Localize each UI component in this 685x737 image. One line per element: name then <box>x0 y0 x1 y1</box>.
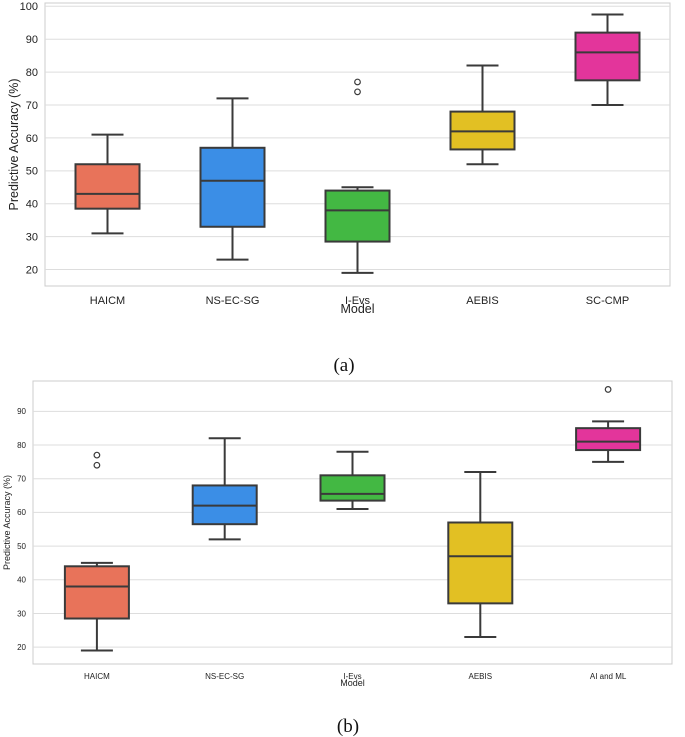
x-axis-label-a: Model <box>340 302 374 316</box>
y-tick-label: 80 <box>17 441 26 450</box>
outlier-point <box>354 88 361 96</box>
x-tick-label: SC-CMP <box>586 295 629 307</box>
ticks-a: 20 30 40 50 60 70 80 90 100 HAICM NS-EC-SG I-Evs AEB… <box>20 1 630 307</box>
box-sc-cmp <box>574 13 641 107</box>
y-tick-label: 90 <box>26 34 38 46</box>
box-body <box>319 474 386 502</box>
x-axis-label-b: Model <box>340 678 365 688</box>
outlier-point <box>604 386 612 393</box>
x-tick-label: HAICM <box>84 672 110 681</box>
box-body <box>575 427 642 452</box>
box-body <box>199 146 266 228</box>
caption-b: (b) <box>337 716 359 737</box>
plot-area-b <box>32 380 673 665</box>
x-tick-label: AEBIS <box>466 295 498 307</box>
y-tick-label: 90 <box>17 407 26 416</box>
box-body <box>447 521 514 605</box>
y-tick-label: 30 <box>26 231 38 243</box>
y-tick-label: 80 <box>26 67 38 79</box>
y-tick-label: 60 <box>26 133 38 145</box>
y-tick-label: 70 <box>17 475 26 484</box>
chart-a: 20 30 40 50 60 70 80 90 100 HAICM NS-EC-SG I-Evs AEB… <box>7 1 671 316</box>
box-ns-ec-sg <box>191 437 258 541</box>
x-tick-label: I-Evs <box>343 672 361 681</box>
outlier-point <box>93 451 101 459</box>
box-i-evs <box>319 450 386 511</box>
x-tick-label: HAICM <box>90 295 125 307</box>
box-ns-ec-sg <box>199 97 266 261</box>
boxes-b <box>63 386 642 652</box>
y-tick-label: 70 <box>26 100 38 112</box>
box-ai-and-ml <box>575 386 642 463</box>
grid-b <box>33 410 672 648</box>
y-tick-label: 60 <box>17 508 26 517</box>
box-body <box>63 565 130 620</box>
box-aebis <box>449 64 516 166</box>
box-haicm <box>63 451 130 652</box>
y-tick-label: 40 <box>17 576 26 585</box>
y-tick-label: 20 <box>17 643 26 652</box>
y-tick-label: 40 <box>26 199 38 211</box>
x-tick-label: I-Evs <box>345 295 371 307</box>
ticks-b: 20 30 40 50 60 70 80 90 HAICM NS-EC-SG I-Evs AEBIS A… <box>17 407 627 681</box>
box-body <box>324 189 391 243</box>
x-tick-label: NS-EC-SG <box>206 295 260 307</box>
y-tick-label: 50 <box>17 542 26 551</box>
caption-a: (a) <box>333 355 354 376</box>
outlier-point <box>354 78 361 86</box>
box-i-evs <box>324 78 391 274</box>
boxes-a <box>74 13 641 274</box>
y-tick-label: 100 <box>20 1 38 13</box>
box-aebis <box>447 470 514 639</box>
x-tick-label: AEBIS <box>469 672 493 681</box>
chart-b: 20 30 40 50 60 70 80 90 HAICM NS-EC-SG I-Evs AEBIS A… <box>2 380 673 688</box>
y-tick-label: 30 <box>17 609 26 618</box>
box-body <box>574 31 641 82</box>
x-tick-label: AI and ML <box>590 672 627 681</box>
box-haicm <box>74 133 141 235</box>
outlier-point <box>93 461 101 469</box>
box-body <box>74 163 141 210</box>
y-axis-label-b: Predictive Accuracy (%) <box>2 475 12 570</box>
y-tick-label: 20 <box>26 264 38 276</box>
y-tick-label: 50 <box>26 166 38 178</box>
grid-a <box>45 5 670 271</box>
x-tick-label: NS-EC-SG <box>205 672 244 681</box>
y-axis-label-a: Predictive Accuracy (%) <box>7 79 21 211</box>
